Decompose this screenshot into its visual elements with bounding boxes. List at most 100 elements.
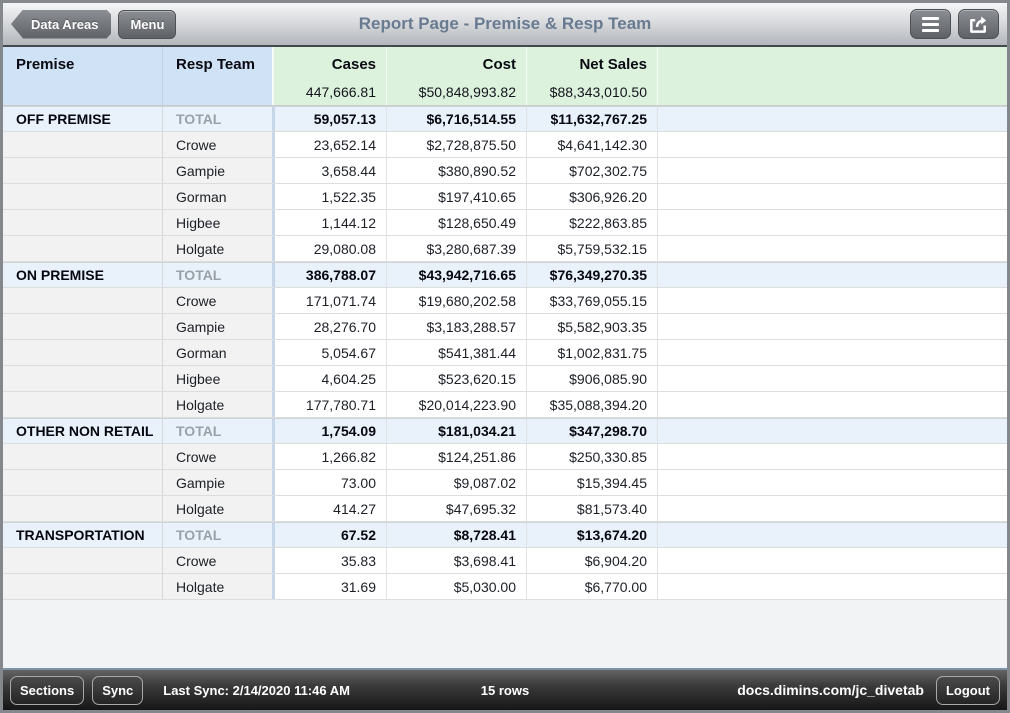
netsales-cell: $33,769,055.15 [526, 288, 657, 313]
cost-cell: $6,716,514.55 [386, 107, 526, 131]
team-cell: Gampie [163, 314, 272, 339]
team-cell: Holgate [163, 392, 272, 417]
list-icon [922, 16, 939, 32]
cost-cell: $43,942,716.65 [386, 263, 526, 287]
column-header-premise[interactable]: Premise [3, 47, 163, 105]
header-filler [657, 47, 1007, 105]
logout-button[interactable]: Logout [935, 675, 1000, 705]
cases-cell: 31.69 [272, 574, 386, 599]
team-cell: TOTAL [176, 111, 222, 127]
filler-cell [657, 419, 1007, 443]
team-cell: Crowe [163, 132, 272, 157]
cost-cell: $197,410.65 [386, 184, 526, 209]
table-row[interactable]: Gorman 1,522.35 $197,410.65 $306,926.20 [3, 184, 1007, 210]
premise-cell: TRANSPORTATION [3, 523, 163, 547]
table-row[interactable]: TRANSPORTATION TOTAL 67.52 $8,728.41 $13,674… [3, 522, 1007, 548]
cases-cell: 3,658.44 [272, 158, 386, 183]
table-row[interactable]: Holgate 177,780.71 $20,014,223.90 $35,088,3… [3, 392, 1007, 418]
table-row[interactable]: ON PREMISE TOTAL 386,788.07 $43,942,716.65 $… [3, 262, 1007, 288]
premise-cell: OTHER NON RETAIL [3, 419, 163, 443]
filler-cell [657, 496, 1007, 521]
filler-cell [657, 158, 1007, 183]
filler-cell [657, 470, 1007, 495]
table-row[interactable]: Crowe 35.83 $3,698.41 $6,904.20 [3, 548, 1007, 574]
list-menu-button[interactable] [910, 9, 951, 39]
share-button[interactable] [958, 9, 999, 39]
premise-cell: OFF PREMISE [3, 107, 163, 131]
column-header-cases[interactable]: Cases [272, 47, 386, 81]
table-row[interactable]: Crowe 1,266.82 $124,251.86 $250,330.85 [3, 444, 1007, 470]
filler-cell [657, 574, 1007, 599]
netsales-cell: $347,298.70 [526, 419, 657, 443]
premise-cell: ON PREMISE [3, 263, 163, 287]
table-row[interactable]: Holgate 29,080.08 $3,280,687.39 $5,759,532.… [3, 236, 1007, 262]
table-row[interactable]: Holgate 31.69 $5,030.00 $6,770.00 [3, 574, 1007, 600]
premise-cell [3, 496, 163, 521]
cases-cell: 35.83 [272, 548, 386, 573]
cases-cell: 23,652.14 [272, 132, 386, 157]
cost-cell: $181,034.21 [386, 419, 526, 443]
premise-cell [3, 132, 163, 157]
grand-total-net-sales: $88,343,010.50 [526, 81, 657, 105]
cases-cell: 59,057.13 [272, 107, 386, 131]
cases-cell: 1,144.12 [272, 210, 386, 235]
premise-cell [3, 548, 163, 573]
table-row[interactable]: Gampie 28,276.70 $3,183,288.57 $5,582,903.3… [3, 314, 1007, 340]
team-cell: Crowe [163, 548, 272, 573]
premise-cell [3, 314, 163, 339]
sections-button[interactable]: Sections [10, 675, 85, 705]
premise-cell [3, 366, 163, 391]
cost-cell: $128,650.49 [386, 210, 526, 235]
table-row[interactable]: OFF PREMISE TOTAL 59,057.13 $6,716,514.55 $1… [3, 106, 1007, 132]
top-nav-bar: Report Page - Premise & Resp Team Data A… [3, 3, 1007, 47]
netsales-cell: $76,349,270.35 [526, 263, 657, 287]
cost-cell: $20,014,223.90 [386, 392, 526, 417]
table-row[interactable]: Crowe 171,071.74 $19,680,202.58 $33,769,055… [3, 288, 1007, 314]
column-header-cost[interactable]: Cost [386, 47, 526, 81]
table-row[interactable]: Higbee 4,604.25 $523,620.15 $906,085.90 [3, 366, 1007, 392]
cases-cell: 1,266.82 [272, 444, 386, 469]
column-header-net-sales[interactable]: Net Sales [526, 47, 657, 81]
premise-cell [3, 288, 163, 313]
cases-cell: 28,276.70 [272, 314, 386, 339]
sync-button[interactable]: Sync [92, 675, 144, 705]
column-header-resp-team[interactable]: Resp Team [163, 47, 272, 105]
team-cell: Gampie [163, 158, 272, 183]
cost-cell: $8,728.41 [386, 523, 526, 547]
cases-cell: 386,788.07 [272, 263, 386, 287]
table-row[interactable]: Higbee 1,144.12 $128,650.49 $222,863.85 [3, 210, 1007, 236]
team-cell: Crowe [163, 288, 272, 313]
premise-cell [3, 444, 163, 469]
netsales-cell: $6,904.20 [526, 548, 657, 573]
table-row[interactable]: Gorman 5,054.67 $541,381.44 $1,002,831.75 [3, 340, 1007, 366]
data-areas-back-button[interactable]: Data Areas [11, 10, 111, 39]
table-row[interactable]: Holgate 414.27 $47,695.32 $81,573.40 [3, 496, 1007, 522]
menu-label: Menu [130, 16, 165, 32]
netsales-cell: $1,002,831.75 [526, 340, 657, 365]
table-row[interactable]: OTHER NON RETAIL TOTAL 1,754.09 $181,034.21… [3, 418, 1007, 444]
netsales-cell: $35,088,394.20 [526, 392, 657, 417]
cases-cell: 5,054.67 [272, 340, 386, 365]
table-header: Premise Resp Team Cases Cost Net Sales 4… [3, 47, 1007, 106]
filler-cell [657, 314, 1007, 339]
table-row[interactable]: Crowe 23,652.14 $2,728,875.50 $4,641,142.30 [3, 132, 1007, 158]
team-cell: Holgate [163, 574, 272, 599]
cost-cell: $19,680,202.58 [386, 288, 526, 313]
netsales-cell: $15,394.45 [526, 470, 657, 495]
menu-button[interactable]: Menu [118, 9, 177, 39]
grand-total-cases: 447,666.81 [272, 81, 386, 105]
table-row[interactable]: Gampie 3,658.44 $380,890.52 $702,302.75 [3, 158, 1007, 184]
netsales-cell: $906,085.90 [526, 366, 657, 391]
team-cell: Higbee [163, 210, 272, 235]
cost-cell: $380,890.52 [386, 158, 526, 183]
filler-cell [657, 263, 1007, 287]
filler-cell [657, 523, 1007, 547]
cost-cell: $541,381.44 [386, 340, 526, 365]
team-cell: Gorman [163, 184, 272, 209]
cost-cell: $3,698.41 [386, 548, 526, 573]
premise-cell [3, 158, 163, 183]
team-cell: TOTAL [176, 423, 222, 439]
table-row[interactable]: Gampie 73.00 $9,087.02 $15,394.45 [3, 470, 1007, 496]
netsales-cell: $4,641,142.30 [526, 132, 657, 157]
